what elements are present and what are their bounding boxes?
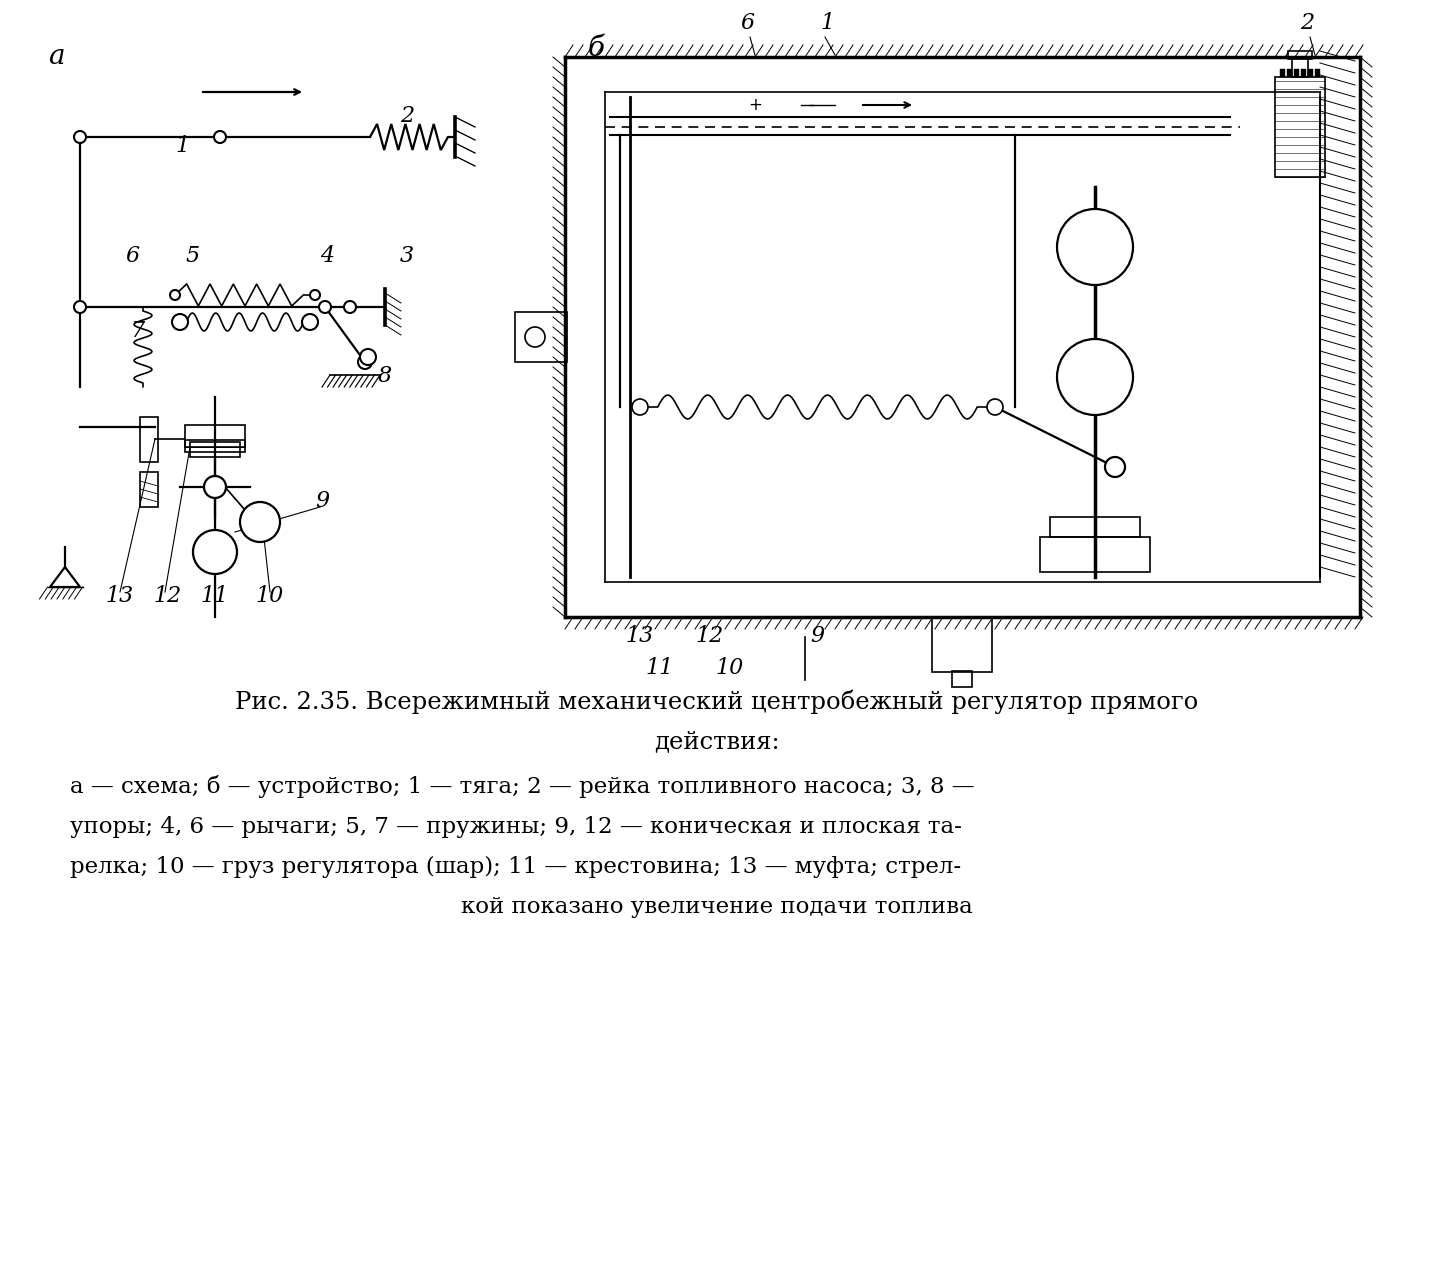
Circle shape	[360, 348, 376, 365]
Circle shape	[204, 476, 227, 498]
Text: 12: 12	[695, 625, 723, 647]
Bar	[1308, 68, 1314, 77]
Bar	[1315, 68, 1321, 77]
Circle shape	[239, 502, 280, 542]
Bar	[189, 442, 239, 457]
Circle shape	[171, 290, 181, 300]
Circle shape	[632, 399, 648, 416]
Circle shape	[310, 290, 320, 300]
Text: 4: 4	[320, 245, 334, 267]
Circle shape	[1057, 209, 1133, 285]
Bar	[952, 672, 972, 687]
Circle shape	[303, 314, 318, 329]
Circle shape	[1106, 457, 1126, 476]
Bar	[1288, 51, 1312, 60]
Text: a: a	[47, 43, 65, 71]
Text: +: +	[749, 96, 761, 114]
Text: 11: 11	[199, 585, 228, 607]
Bar	[1050, 517, 1140, 537]
Circle shape	[318, 302, 331, 313]
Text: 13: 13	[105, 585, 133, 607]
Bar	[515, 312, 566, 362]
Bar	[141, 417, 158, 462]
Text: 6: 6	[740, 11, 754, 34]
Circle shape	[75, 302, 86, 313]
Text: 8: 8	[379, 365, 391, 386]
Bar	[1301, 68, 1306, 77]
Bar	[1040, 537, 1150, 571]
Bar	[932, 617, 992, 672]
Circle shape	[358, 355, 371, 369]
Circle shape	[194, 530, 237, 574]
Text: 7: 7	[130, 321, 145, 342]
Text: 10: 10	[255, 585, 284, 607]
Text: 6: 6	[125, 245, 139, 267]
Bar	[1292, 57, 1308, 77]
Text: б: б	[588, 35, 605, 62]
Bar	[1281, 68, 1285, 77]
Bar	[185, 440, 245, 452]
Circle shape	[172, 314, 188, 329]
Text: 12: 12	[153, 585, 181, 607]
Text: 9: 9	[810, 625, 825, 647]
Text: 1: 1	[175, 136, 189, 157]
Text: релка; 10 — груз регулятора (шар); 11 — крестовина; 13 — муфта; стрел-: релка; 10 — груз регулятора (шар); 11 — …	[70, 856, 961, 878]
Bar	[141, 473, 158, 507]
Text: 2: 2	[400, 105, 414, 127]
Circle shape	[344, 302, 356, 313]
Circle shape	[75, 131, 86, 143]
Text: 5: 5	[185, 245, 199, 267]
Text: 9: 9	[315, 490, 330, 512]
Text: упоры; 4, 6 — рычаги; 5, 7 — пружины; 9, 12 — коническая и плоская та-: упоры; 4, 6 — рычаги; 5, 7 — пружины; 9,…	[70, 816, 962, 837]
Circle shape	[987, 399, 1002, 416]
Text: действия:: действия:	[654, 731, 780, 754]
Text: 1: 1	[820, 11, 835, 34]
Circle shape	[214, 131, 227, 143]
Bar	[1286, 68, 1292, 77]
Text: 3: 3	[400, 245, 414, 267]
Bar	[185, 424, 245, 447]
Bar	[1293, 68, 1299, 77]
Bar	[1275, 77, 1325, 177]
Text: 13: 13	[625, 625, 654, 647]
Text: кой показано увеличение подачи топлива: кой показано увеличение подачи топлива	[462, 896, 972, 919]
Text: а — схема; б — устройство; 1 — тяга; 2 — рейка топливного насоса; 3, 8 —: а — схема; б — устройство; 1 — тяга; 2 —…	[70, 775, 975, 798]
Text: 11: 11	[645, 658, 673, 679]
Text: 2: 2	[1301, 11, 1314, 34]
Text: 10: 10	[716, 658, 743, 679]
Text: Рис. 2.35. Всережимный механический центробежный регулятор прямого: Рис. 2.35. Всережимный механический цент…	[235, 689, 1199, 715]
Circle shape	[1057, 340, 1133, 416]
